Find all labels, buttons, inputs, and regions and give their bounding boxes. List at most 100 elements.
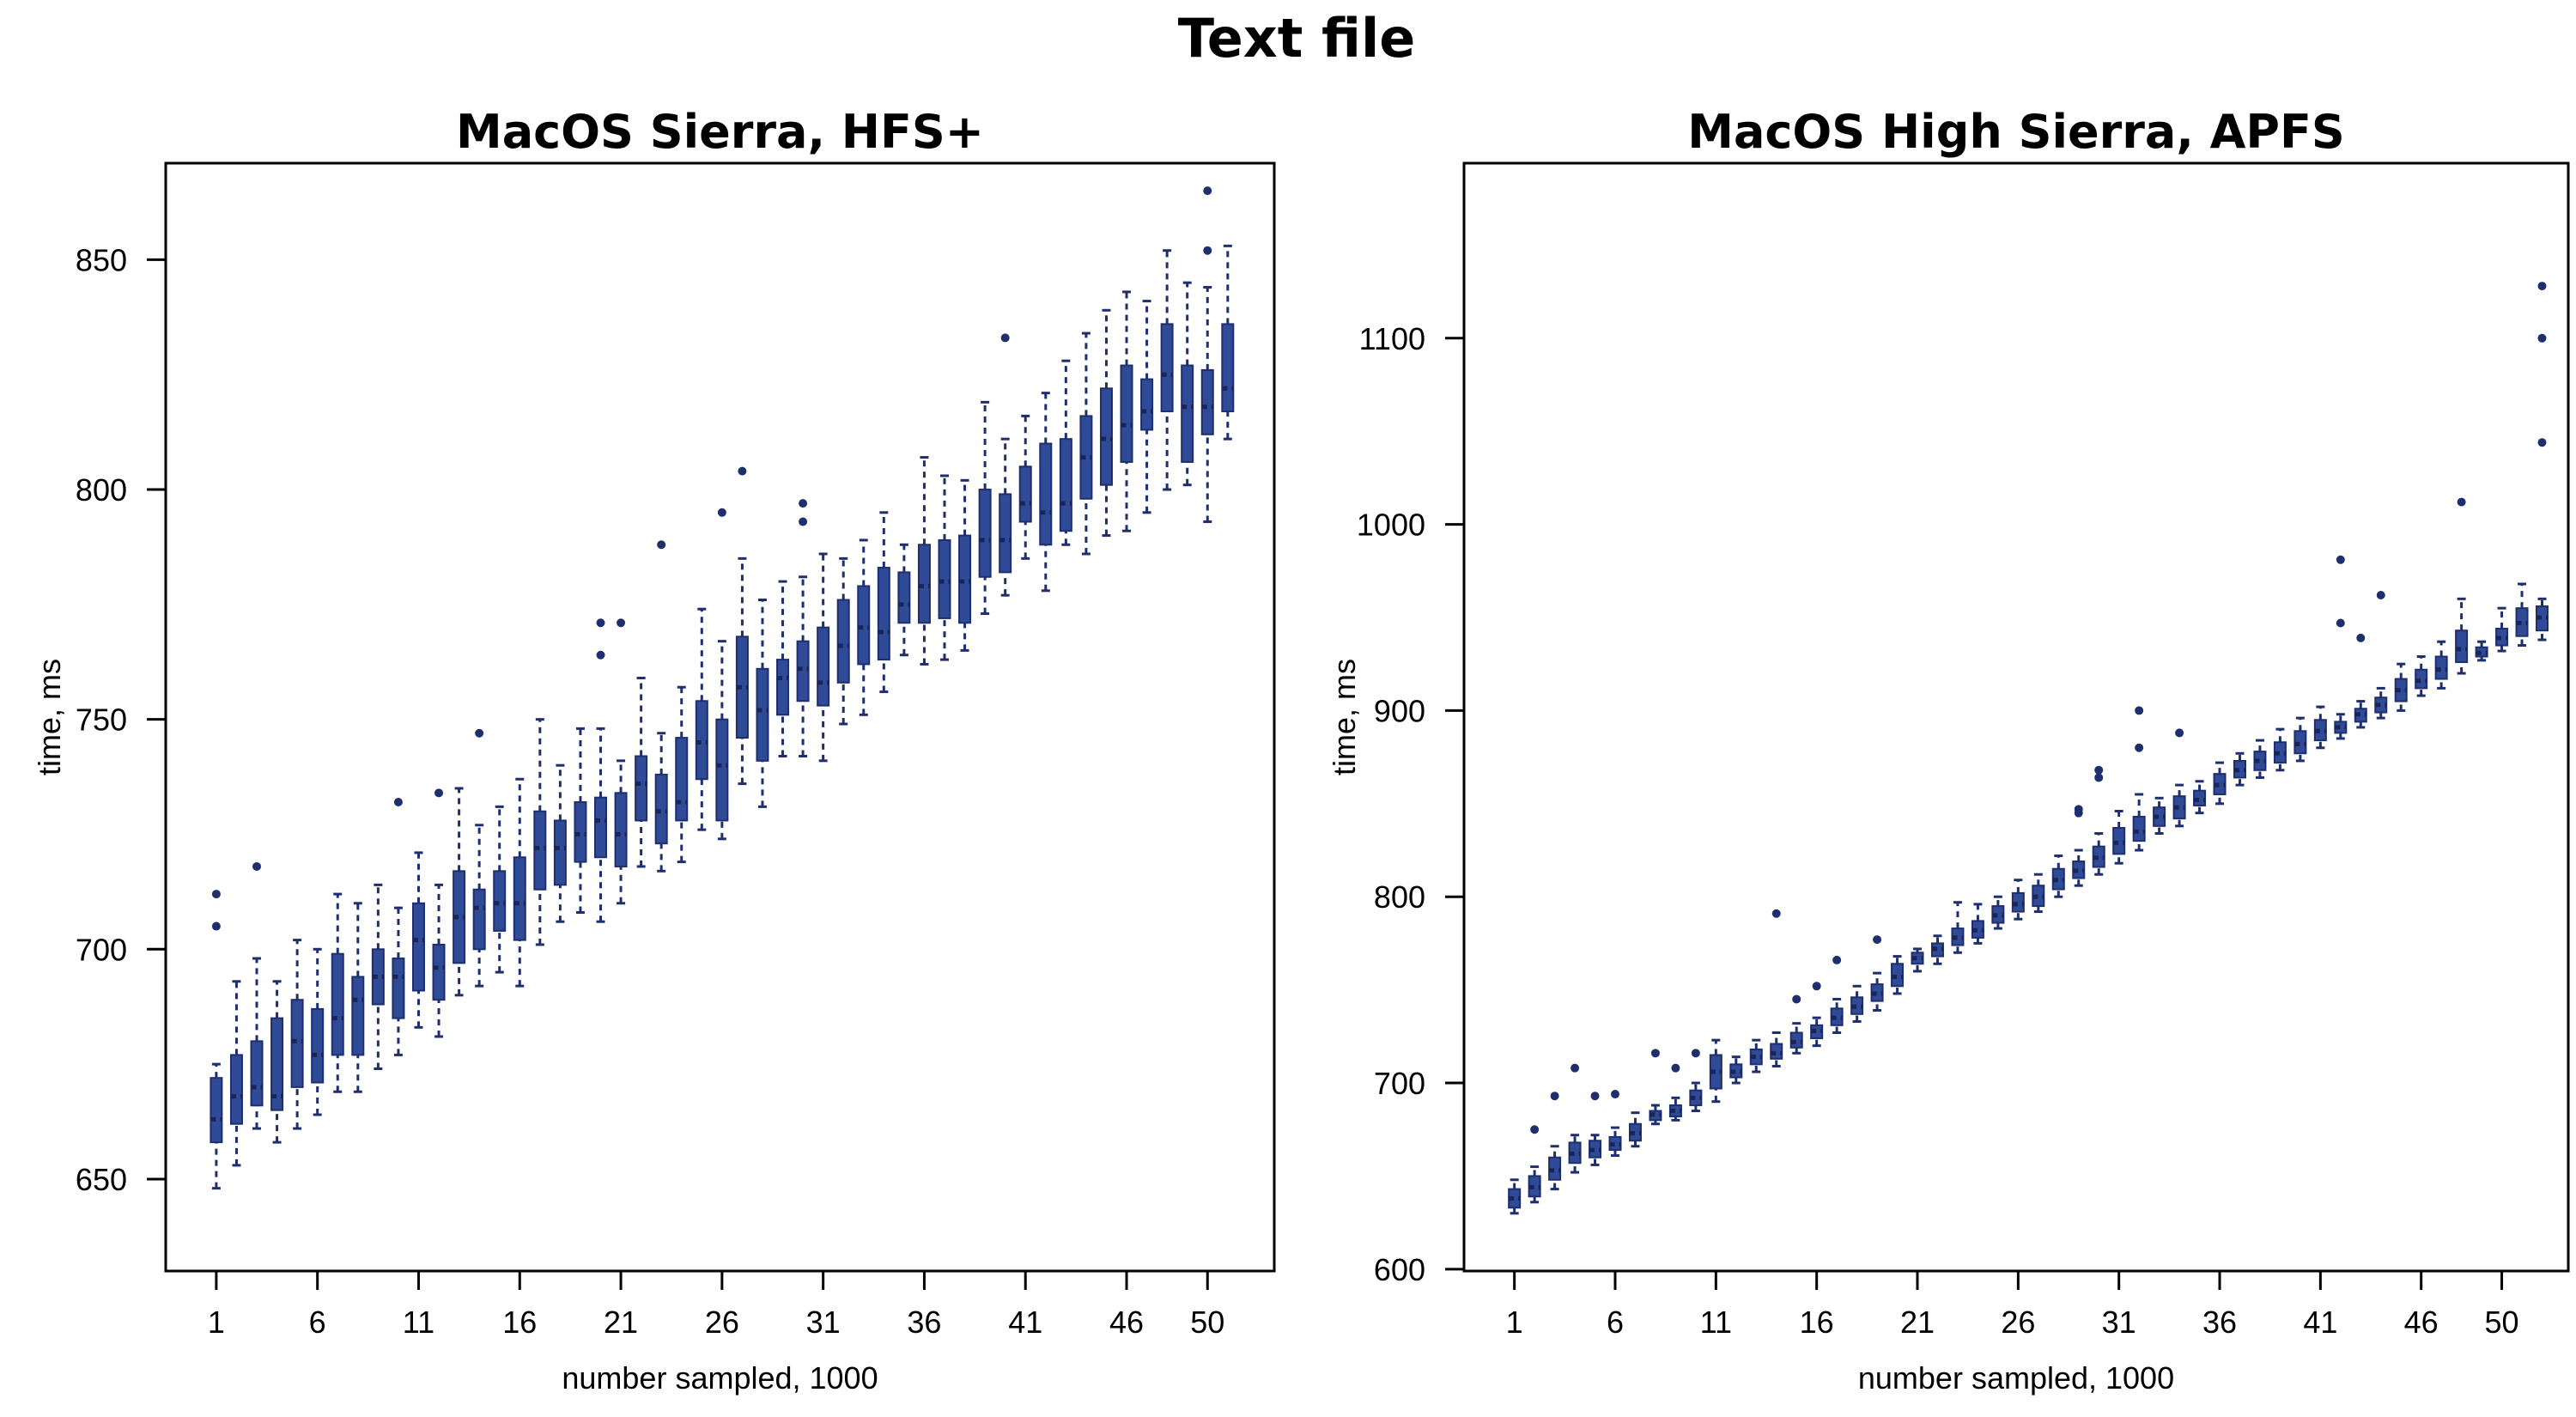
box-plot-16 [1810, 982, 1824, 1048]
iqr-box [796, 640, 810, 702]
box-plot-21 [1911, 947, 1924, 973]
box-plot-28 [756, 599, 769, 808]
x-axis-label: number sampled, 1000 [562, 1360, 878, 1396]
box-plot-23 [1951, 901, 1965, 954]
box-plot-22 [635, 677, 648, 868]
outlier-point [596, 650, 605, 660]
box-plot-51 [2515, 582, 2529, 648]
y-axis-label: time, ms [1327, 659, 1362, 775]
x-tick-label: 36 [907, 1304, 941, 1340]
box-plot-50 [1200, 186, 1214, 524]
x-tick-label: 26 [2001, 1304, 2035, 1340]
box-plot-8 [351, 902, 365, 1093]
box-plot-25 [1991, 895, 2005, 930]
box-plot-41 [2313, 705, 2327, 750]
outlier-point [2376, 590, 2385, 599]
box-plot-52 [2535, 282, 2549, 642]
iqr-box [2455, 629, 2469, 664]
outlier-point [2537, 438, 2547, 447]
iqr-box [250, 1040, 264, 1107]
box-plot-23 [654, 540, 668, 873]
outlier-point [1792, 994, 1801, 1004]
iqr-box [1160, 323, 1174, 413]
x-tick-label: 26 [705, 1304, 739, 1340]
box-plot-14 [472, 728, 486, 988]
box-plot-12 [1729, 1055, 1743, 1085]
iqr-box [817, 626, 830, 707]
x-tick-label: 1 [208, 1304, 225, 1340]
outlier-point [475, 728, 484, 738]
outlier-point [799, 499, 808, 508]
box-plot-51 [1221, 244, 1235, 441]
plot-frame [164, 161, 1276, 1273]
box-plot-8 [1649, 1049, 1662, 1126]
box-plot-45 [1099, 308, 1113, 538]
box-plot-11 [1709, 1038, 1722, 1104]
box-plot-14 [1770, 909, 1783, 1068]
box-plot-46 [2415, 655, 2428, 697]
box-plot-3 [1548, 1092, 1562, 1191]
x-tick-label: 11 [1700, 1304, 1732, 1340]
box-plot-24 [1971, 903, 1984, 945]
box-plot-13 [1749, 1038, 1763, 1073]
iqr-box [1059, 438, 1072, 532]
box-plot-4 [1568, 1063, 1582, 1174]
box-plot-33 [857, 538, 871, 716]
box-plot-15 [493, 805, 507, 974]
box-plot-6 [311, 947, 325, 1116]
iqr-box [938, 538, 951, 619]
x-tick-label: 36 [2202, 1304, 2237, 1340]
outlier-point [1550, 1092, 1559, 1101]
outlier-point [211, 921, 221, 931]
iqr-box [917, 544, 931, 624]
outlier-point [2537, 333, 2547, 343]
box-plot-36 [917, 456, 931, 666]
x-tick-label: 50 [1190, 1304, 1224, 1340]
box-plot-20 [594, 618, 608, 923]
iqr-box [654, 773, 668, 845]
box-plot-2 [1528, 1125, 1541, 1204]
outlier-point [1671, 1063, 1680, 1073]
iqr-box [270, 1017, 284, 1111]
box-plot-7 [1628, 1111, 1642, 1148]
outlier-point [2135, 706, 2144, 715]
iqr-box [635, 755, 648, 822]
box-plot-13 [453, 787, 466, 997]
box-plot-44 [2374, 590, 2388, 720]
outlier-point [1611, 1090, 1620, 1099]
outlier-point [2074, 805, 2083, 814]
iqr-box [675, 737, 689, 822]
y-tick-label: 650 [76, 1162, 127, 1197]
iqr-box [836, 599, 850, 684]
x-tick-label: 41 [2303, 1304, 2337, 1340]
iqr-box [311, 1007, 325, 1084]
box-plot-45 [2394, 662, 2408, 712]
y-tick-label: 600 [1374, 1252, 1425, 1287]
iqr-box [999, 493, 1012, 574]
box-plot-43 [1059, 359, 1072, 546]
box-plot-15 [1789, 994, 1803, 1055]
iqr-box [2132, 815, 2146, 842]
outlier-point [1203, 186, 1212, 196]
box-plot-38 [958, 478, 972, 652]
box-plot-9 [1668, 1063, 1682, 1122]
outlier-point [2094, 765, 2104, 775]
box-plot-26 [715, 508, 729, 841]
box-plot-33 [2153, 796, 2166, 836]
box-plot-5 [290, 939, 304, 1130]
box-plot-46 [1120, 290, 1133, 532]
box-plot-19 [1870, 935, 1884, 1012]
box-plot-3 [250, 861, 264, 1130]
outlier-point [1832, 955, 1842, 964]
iqr-box [776, 659, 790, 716]
box-plot-18 [553, 763, 567, 923]
outlier-point [393, 798, 403, 807]
outlier-point [738, 466, 747, 476]
x-tick-label: 46 [2404, 1304, 2439, 1340]
box-plot-27 [2032, 873, 2045, 914]
box-plot-1 [210, 890, 223, 1190]
box-plot-37 [2233, 751, 2246, 787]
y-tick-label: 750 [76, 702, 127, 738]
iqr-box [857, 585, 871, 666]
